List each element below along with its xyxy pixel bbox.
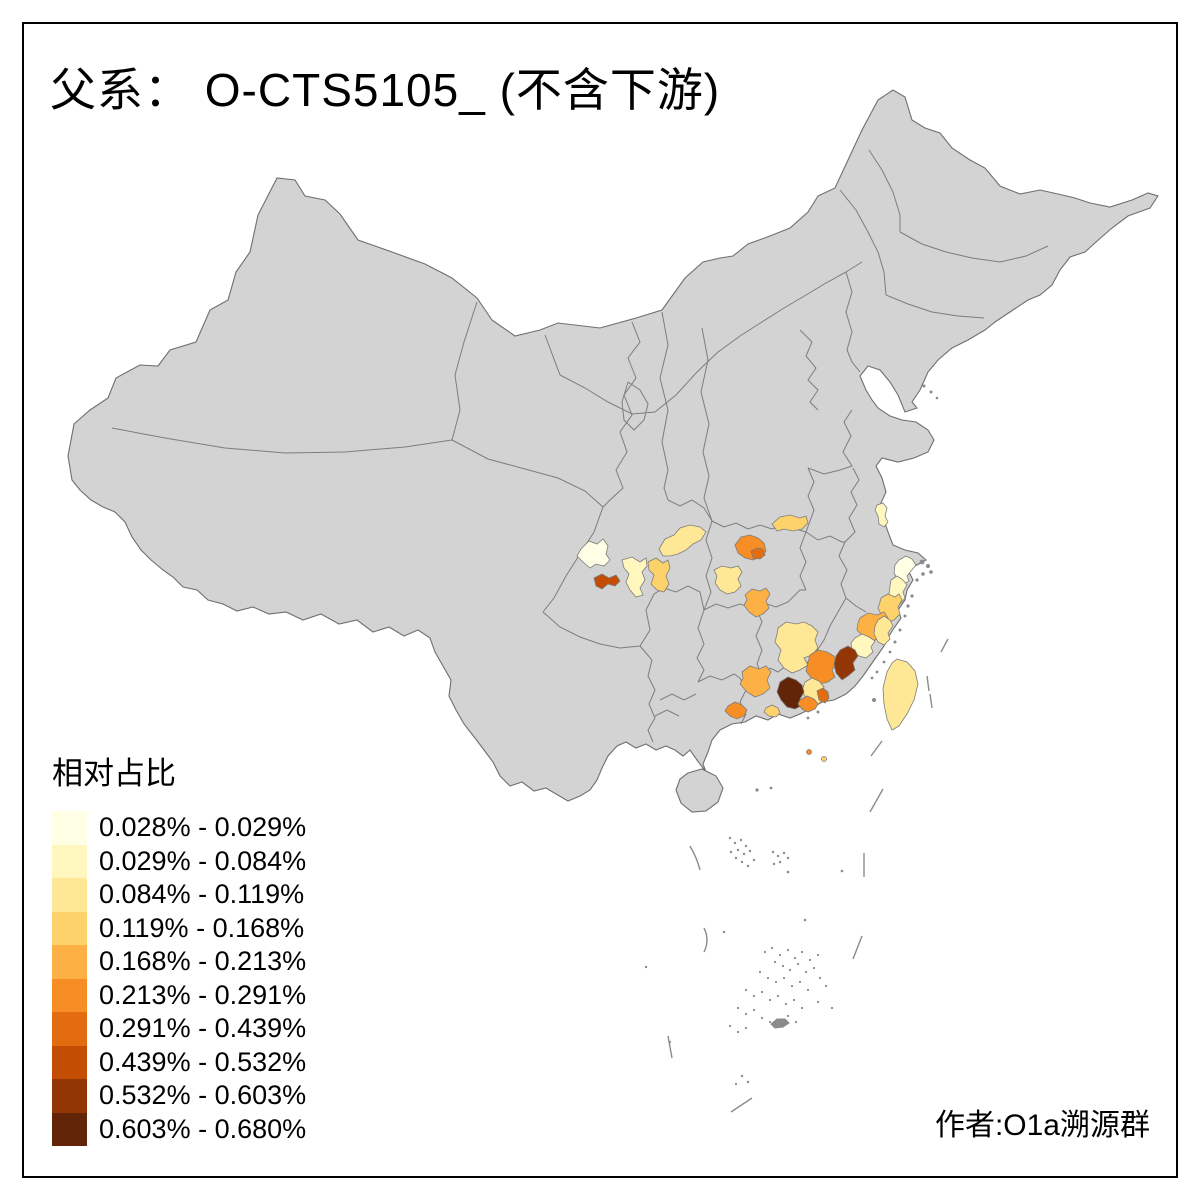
map-region — [816, 687, 830, 704]
legend-swatch — [52, 844, 87, 878]
map-region — [750, 547, 766, 560]
legend-row: 0.028% - 0.029% — [52, 811, 306, 845]
legend-row: 0.439% - 0.532% — [52, 1045, 307, 1079]
legend-swatch — [52, 911, 87, 945]
landmass — [67, 89, 1159, 813]
legend-row: 0.119% - 0.168% — [52, 911, 306, 945]
map-region — [874, 502, 889, 528]
map-title: 父系： O-CTS5105_ (不含下游) — [50, 64, 721, 116]
map-region — [821, 756, 827, 762]
map-region — [774, 621, 819, 674]
legend-label: 0.119% - 0.168% — [99, 912, 305, 943]
map-region — [713, 565, 743, 595]
map-region — [805, 649, 838, 685]
legend: 相对占比 0.028% - 0.029% 0.029% - 0.084% 0.0… — [52, 748, 306, 1146]
mainland-china — [67, 89, 1159, 802]
hainan-island — [675, 768, 724, 813]
legend-swatch — [52, 878, 87, 912]
map-region — [621, 556, 648, 598]
legend-row: 0.168% - 0.213% — [52, 945, 306, 979]
map-region — [873, 615, 894, 646]
author-credit: 作者:O1a溯源群 — [934, 1109, 1150, 1142]
map-region — [797, 695, 819, 713]
legend-swatch — [52, 978, 87, 1012]
legend-swatch — [52, 1045, 87, 1079]
legend-label: 0.213% - 0.291% — [99, 979, 307, 1010]
legend-label: 0.291% - 0.439% — [99, 1013, 307, 1044]
sea-boundary-dashes — [667, 638, 949, 1113]
map-region — [724, 701, 748, 720]
legend-label: 0.603% - 0.680% — [99, 1113, 307, 1144]
legend-label: 0.028% - 0.029% — [99, 812, 307, 843]
legend-swatch — [52, 1112, 87, 1146]
legend-row: 0.291% - 0.439% — [52, 1012, 306, 1046]
choropleth-regions — [576, 502, 919, 762]
legend-row: 0.029% - 0.084% — [52, 844, 307, 878]
map-region — [806, 749, 812, 755]
legend-label: 0.168% - 0.213% — [99, 946, 307, 977]
island-specks — [644, 384, 939, 1086]
legend-label: 0.029% - 0.084% — [99, 845, 307, 876]
map-region — [658, 524, 707, 557]
map-region — [647, 557, 671, 593]
legend-row: 0.532% - 0.603% — [52, 1079, 306, 1113]
legend-label: 0.439% - 0.532% — [99, 1046, 307, 1077]
legend-swatch — [52, 945, 87, 979]
map-region — [763, 704, 781, 718]
taiwan-island — [882, 658, 919, 731]
legend-swatch — [52, 811, 87, 845]
legend-row: 0.213% - 0.291% — [52, 978, 307, 1012]
legend-swatch — [52, 1012, 87, 1046]
map-region — [833, 645, 859, 681]
legend-swatch — [52, 1079, 87, 1113]
legend-row: 0.084% - 0.119% — [52, 878, 306, 912]
legend-title: 相对占比 — [52, 756, 176, 791]
map-region — [739, 665, 772, 698]
province-borders — [111, 149, 1049, 743]
map-region — [893, 555, 917, 585]
legend-label: 0.532% - 0.603% — [99, 1080, 307, 1111]
map-region — [743, 587, 771, 618]
map-region — [771, 514, 809, 532]
map-region — [593, 573, 621, 590]
map-region — [576, 538, 611, 569]
legend-label: 0.084% - 0.119% — [99, 879, 305, 910]
legend-row: 0.603% - 0.680% — [52, 1112, 307, 1146]
